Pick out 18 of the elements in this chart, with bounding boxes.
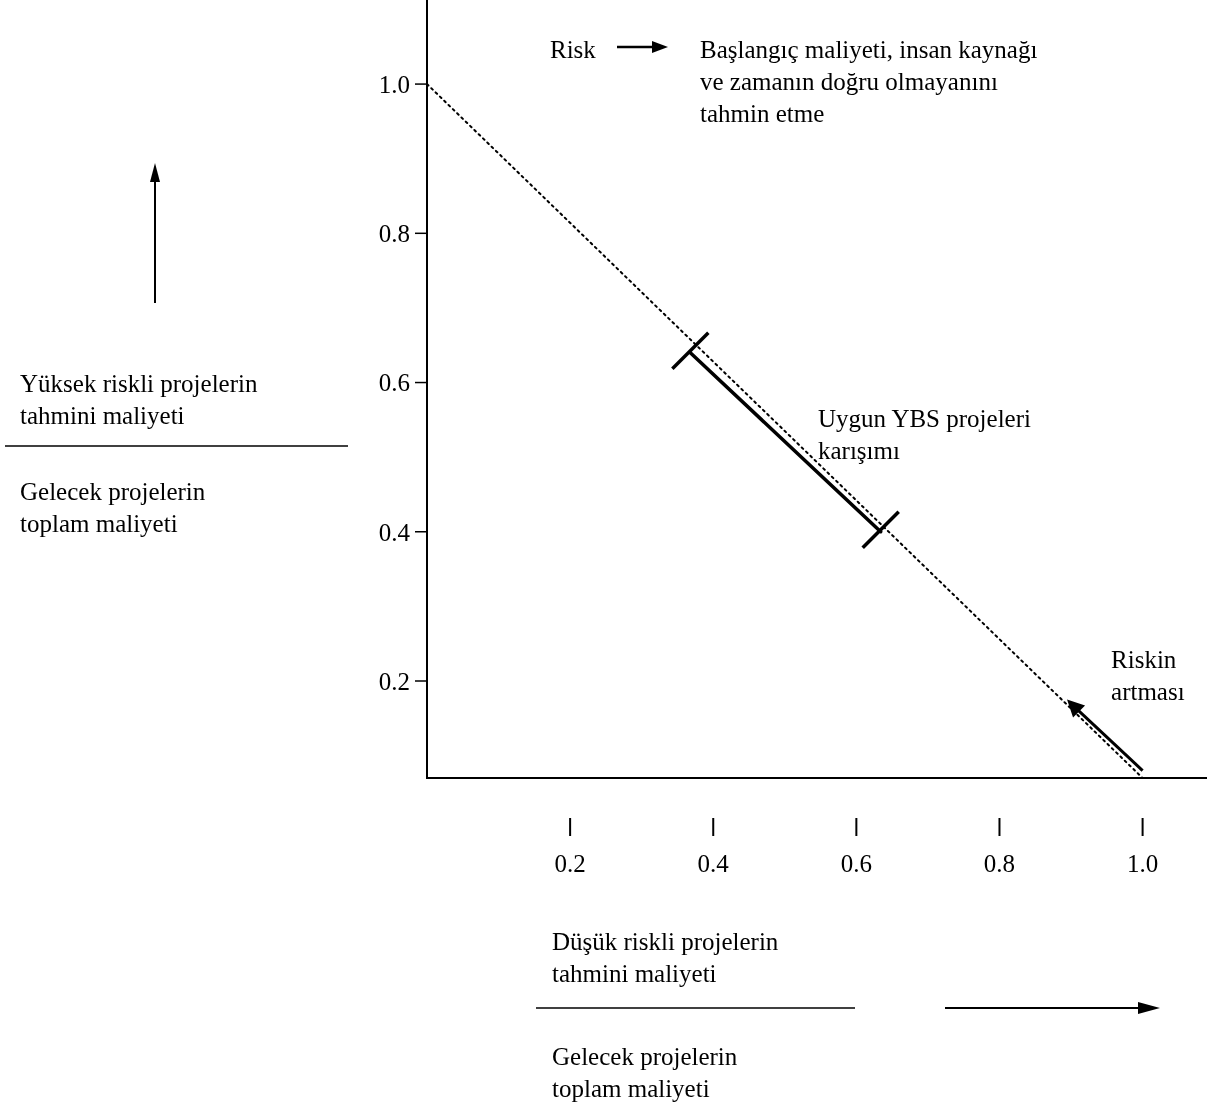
x-tick-label: 1.0 xyxy=(1126,850,1159,877)
y-tick-label: 0.8 xyxy=(378,220,410,248)
annotation: Uygun YBS projeleri karışımı xyxy=(818,405,1031,464)
x-axis-title: Düşük riskli projelerin tahmini maliyeti xyxy=(552,928,779,987)
y-tick-label: 0.2 xyxy=(378,667,410,695)
annotation: Risk xyxy=(550,36,597,63)
x-tick-label: 0.8 xyxy=(983,850,1016,877)
annotation: Başlangıç maliyeti, insan kaynağı ve zamanın doğru olmayanını tahmin etme xyxy=(700,36,1038,127)
text: Gelecek projelerin toplam maliyeti xyxy=(552,1043,738,1102)
x-tick-label: 0.6 xyxy=(840,850,872,877)
y-tick-label: 0.4 xyxy=(378,518,411,546)
y-axis-title: Yüksek riskli projelerin tahmini maliyeti xyxy=(20,370,258,429)
text: Gelecek projelerin toplam maliyeti xyxy=(20,478,206,537)
x-tick-label: 0.2 xyxy=(554,850,586,877)
y-tick-label: 0.6 xyxy=(378,369,410,397)
annotation: Riskin artması xyxy=(1111,646,1185,706)
y-tick-label: 1.0 xyxy=(378,70,410,98)
x-tick-label: 0.4 xyxy=(697,850,730,877)
